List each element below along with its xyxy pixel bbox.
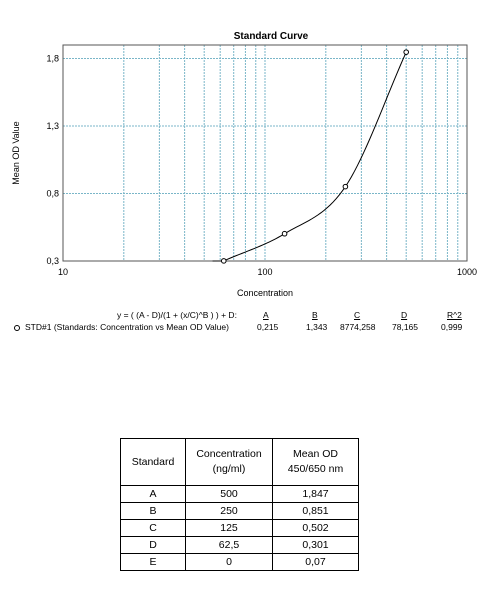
legend-header-b: B bbox=[312, 310, 318, 320]
header-standard-label: Standard bbox=[131, 455, 175, 468]
legend-header-r2: R^2 bbox=[447, 310, 462, 320]
legend-value-d: 78,165 bbox=[392, 322, 418, 332]
cell-od: 1,847 bbox=[272, 485, 359, 503]
standard-curve-chart: Standard Curve 10 100 1000 0,3 0,8 1,3 1,8 Con… bbox=[11, 31, 477, 298]
data-point bbox=[220, 258, 227, 264]
grid bbox=[63, 45, 467, 261]
table-row: E 0 0,07 bbox=[120, 553, 359, 571]
header-concentration-line1: Concentration bbox=[196, 448, 262, 460]
legend-entry: STD#1 (Standards: Concentration vs Mean … bbox=[14, 322, 229, 332]
data-point bbox=[342, 183, 349, 190]
y-tick-label: 1,8 bbox=[46, 54, 59, 64]
table-row: B 250 0,851 bbox=[120, 502, 359, 520]
header-mean-od-line2: 450/650 nm bbox=[287, 463, 344, 475]
data-point bbox=[403, 49, 409, 55]
header-concentration: Concentration (ng/ml) bbox=[185, 438, 273, 486]
cell-standard: C bbox=[120, 519, 186, 537]
legend-entry-label: STD#1 (Standards: Concentration vs Mean … bbox=[25, 322, 229, 332]
chart-title: Standard Curve bbox=[234, 31, 309, 42]
legend-value-a: 0,215 bbox=[257, 322, 279, 332]
legend-header-d: D bbox=[401, 310, 408, 320]
y-tick-label: 0,8 bbox=[46, 189, 59, 199]
header-standard: Standard bbox=[120, 438, 186, 486]
header-mean-od: Mean OD 450/650 nm bbox=[272, 438, 359, 486]
circle-marker-icon bbox=[14, 324, 20, 331]
y-axis-label: Mean OD Value bbox=[11, 121, 21, 184]
y-tick-label: 1,3 bbox=[46, 121, 59, 131]
table-row: D 62,5 0,301 bbox=[120, 536, 359, 554]
cell-standard: B bbox=[120, 502, 186, 520]
x-tick-label: 10 bbox=[58, 267, 68, 277]
fit-curve bbox=[212, 51, 407, 262]
cell-standard: A bbox=[120, 485, 186, 503]
cell-od: 0,301 bbox=[272, 536, 359, 554]
data-points bbox=[220, 49, 409, 264]
header-concentration-line2: (ng/ml) bbox=[212, 463, 246, 475]
x-axis-label: Concentration bbox=[237, 288, 293, 298]
header-mean-od-line1: Mean OD bbox=[293, 448, 338, 460]
table-header-row: Standard Concentration (ng/ml) Mean OD 450… bbox=[120, 438, 359, 486]
cell-concentration: 250 bbox=[185, 502, 273, 520]
fit-curve-path bbox=[212, 51, 407, 262]
plot-frame bbox=[62, 44, 468, 262]
tick-labels: 10 100 1000 0,3 0,8 1,3 1,8 bbox=[46, 54, 477, 278]
cell-od: 0,851 bbox=[272, 502, 359, 520]
legend-value-r2: 0,999 bbox=[441, 322, 463, 332]
standards-table: Standard Concentration (ng/ml) Mean OD 450… bbox=[120, 438, 359, 571]
table-row: C 125 0,502 bbox=[120, 519, 359, 537]
legend-equation: y = ( (A - D)/(1 + (x/C)^B ) ) + D: bbox=[117, 310, 237, 320]
x-tick-label: 1000 bbox=[457, 267, 477, 277]
cell-concentration: 500 bbox=[185, 485, 273, 503]
data-point bbox=[281, 230, 288, 237]
cell-od: 0,502 bbox=[272, 519, 359, 537]
legend-value-c: 8774,258 bbox=[340, 322, 376, 332]
cell-standard: D bbox=[120, 536, 186, 554]
cell-standard: E bbox=[120, 553, 186, 571]
legend-value-b: 1,343 bbox=[306, 322, 328, 332]
cell-od: 0,07 bbox=[272, 553, 359, 571]
x-tick-label: 100 bbox=[257, 267, 272, 277]
cell-concentration: 62,5 bbox=[185, 536, 273, 554]
legend-header-c: C bbox=[354, 310, 361, 320]
cell-concentration: 0 bbox=[185, 553, 273, 571]
cell-concentration: 125 bbox=[185, 519, 273, 537]
y-tick-label: 0,3 bbox=[46, 256, 59, 266]
legend-header-a: A bbox=[263, 310, 269, 320]
table-row: A 500 1,847 bbox=[120, 485, 359, 503]
